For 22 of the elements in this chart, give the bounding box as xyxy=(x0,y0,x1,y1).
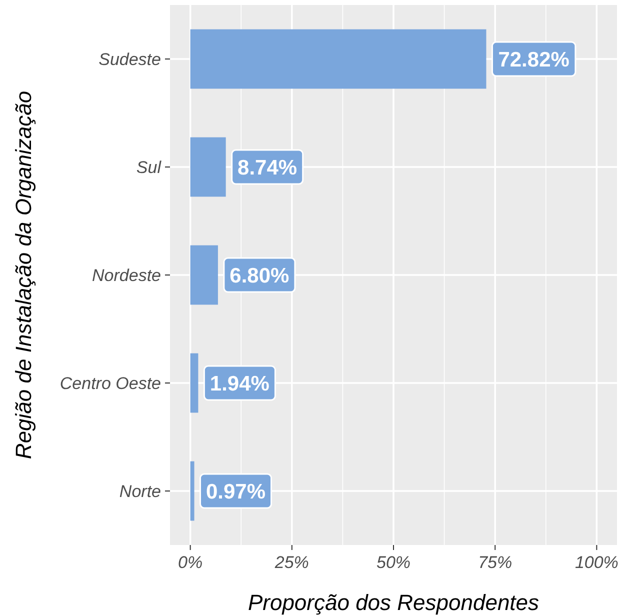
y-axis-title: Região de Instalação da Organização xyxy=(11,90,36,460)
x-tick-label: 75% xyxy=(478,553,512,572)
y-tick-label: Nordeste xyxy=(92,266,161,285)
bar xyxy=(190,245,218,305)
data-label: 1.94% xyxy=(210,372,270,396)
y-tick-label: Centro Oeste xyxy=(60,374,161,393)
data-label: 8.74% xyxy=(238,156,298,180)
bar xyxy=(190,353,198,413)
data-label: 72.82% xyxy=(498,48,570,72)
y-tick-label: Sudeste xyxy=(98,50,161,69)
bar xyxy=(190,137,226,197)
data-label: 6.80% xyxy=(230,264,290,288)
x-tick-label: 0% xyxy=(178,553,203,572)
x-tick-label: 25% xyxy=(274,553,309,572)
bar xyxy=(190,29,486,89)
y-tick-label: Norte xyxy=(119,482,161,501)
y-tick-label: Sul xyxy=(136,158,162,177)
bar xyxy=(190,461,194,521)
x-axis-title: Proporção dos Respondentes xyxy=(248,590,540,615)
data-label: 0.97% xyxy=(206,480,266,504)
x-tick-label: 100% xyxy=(574,553,618,572)
x-tick-label: 50% xyxy=(376,553,411,572)
